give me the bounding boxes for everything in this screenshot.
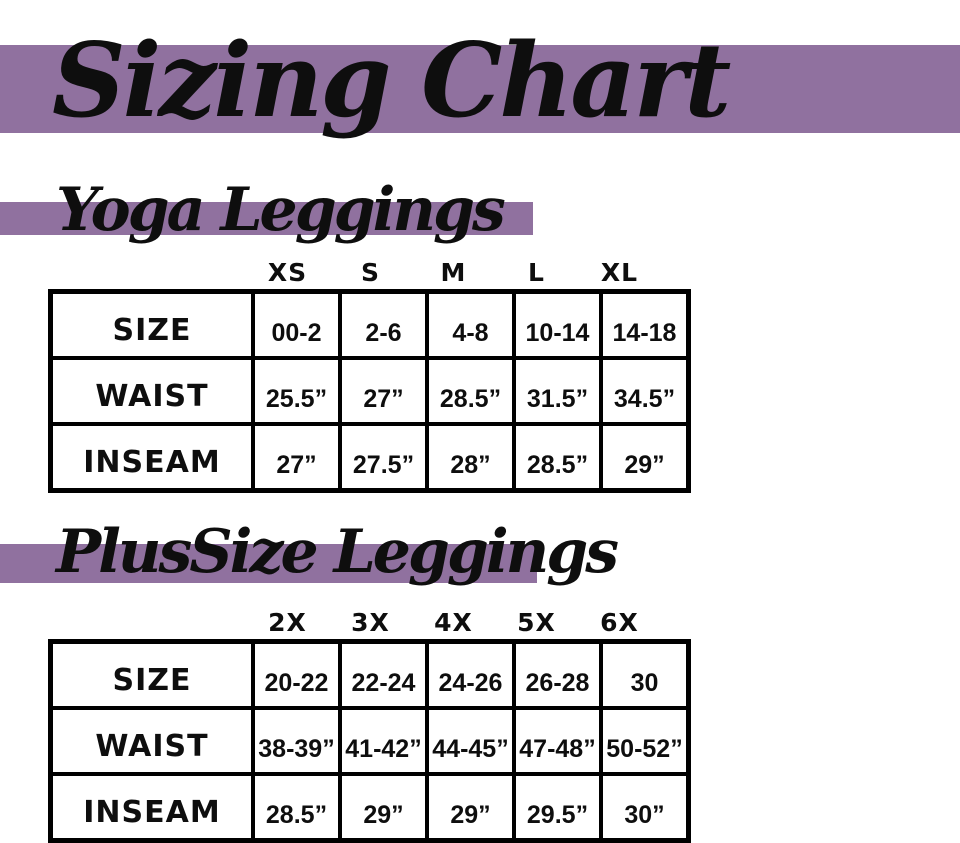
size-value-cell: 24-26	[425, 639, 516, 710]
inseam-value-cell: 28.5”	[251, 772, 342, 843]
column-header: S	[360, 258, 380, 287]
section-heading-yoga: Yoga Leggings	[56, 175, 506, 245]
waist-value-cell: 25.5”	[251, 356, 342, 426]
row-label-size: SIZE	[48, 639, 255, 710]
row-label-waist: WAIST	[48, 356, 255, 426]
column-header: XL	[600, 258, 639, 287]
table-row: SIZE 00-2 2-6 4-8 10-14 14-18	[48, 289, 691, 360]
inseam-value-cell: 30”	[599, 772, 691, 843]
waist-value-cell: 38-39”	[251, 706, 342, 776]
size-value-cell: 4-8	[425, 289, 516, 360]
page-title: Sizing Chart	[52, 21, 731, 141]
plus-accent-bar	[0, 544, 537, 583]
waist-value-cell: 47-48”	[512, 706, 603, 776]
inseam-value-cell: 27.5”	[338, 422, 429, 493]
table-row: WAIST 25.5” 27” 28.5” 31.5” 34.5”	[48, 356, 691, 426]
size-value-cell: 22-24	[338, 639, 429, 710]
row-label-inseam: INSEAM	[48, 772, 255, 843]
section-heading-plus-size: PlusSize Leggings	[56, 517, 619, 587]
inseam-value-cell: 29”	[425, 772, 516, 843]
waist-value-cell: 28.5”	[425, 356, 516, 426]
waist-value-cell: 34.5”	[599, 356, 691, 426]
title-accent-bar	[0, 45, 960, 133]
column-header: XS	[267, 258, 308, 287]
yoga-accent-bar	[0, 202, 533, 235]
table-row: SIZE 20-22 22-24 24-26 26-28 30	[48, 639, 691, 710]
inseam-value-cell: 29”	[599, 422, 691, 493]
column-header: 6X	[600, 608, 639, 637]
plus-column-headers: 2X 3X 4X 5X 6X	[246, 608, 661, 637]
waist-value-cell: 27”	[338, 356, 429, 426]
column-header: 5X	[517, 608, 556, 637]
column-header: 2X	[268, 608, 307, 637]
size-value-cell: 14-18	[599, 289, 691, 360]
row-label-size: SIZE	[48, 289, 255, 360]
row-label-inseam: INSEAM	[48, 422, 255, 493]
waist-value-cell: 50-52”	[599, 706, 691, 776]
column-header: 4X	[434, 608, 473, 637]
waist-value-cell: 41-42”	[338, 706, 429, 776]
column-header: M	[440, 258, 467, 287]
yoga-sizing-table: SIZE 00-2 2-6 4-8 10-14 14-18 WAIST 25.5…	[48, 289, 691, 493]
inseam-value-cell: 28.5”	[512, 422, 603, 493]
table-row: INSEAM 28.5” 29” 29” 29.5” 30”	[48, 772, 691, 843]
size-value-cell: 26-28	[512, 639, 603, 710]
size-value-cell: 10-14	[512, 289, 603, 360]
waist-value-cell: 31.5”	[512, 356, 603, 426]
inseam-value-cell: 29”	[338, 772, 429, 843]
plus-sizing-table: SIZE 20-22 22-24 24-26 26-28 30 WAIST 38…	[48, 639, 691, 843]
inseam-value-cell: 29.5”	[512, 772, 603, 843]
size-value-cell: 00-2	[251, 289, 342, 360]
inseam-value-cell: 28”	[425, 422, 516, 493]
waist-value-cell: 44-45”	[425, 706, 516, 776]
yoga-column-headers: XS S M L XL	[246, 258, 661, 287]
size-value-cell: 2-6	[338, 289, 429, 360]
size-value-cell: 30	[599, 639, 691, 710]
row-label-waist: WAIST	[48, 706, 255, 776]
inseam-value-cell: 27”	[251, 422, 342, 493]
table-row: INSEAM 27” 27.5” 28” 28.5” 29”	[48, 422, 691, 493]
column-header: 3X	[351, 608, 390, 637]
column-header: L	[528, 258, 545, 287]
size-value-cell: 20-22	[251, 639, 342, 710]
table-row: WAIST 38-39” 41-42” 44-45” 47-48” 50-52”	[48, 706, 691, 776]
